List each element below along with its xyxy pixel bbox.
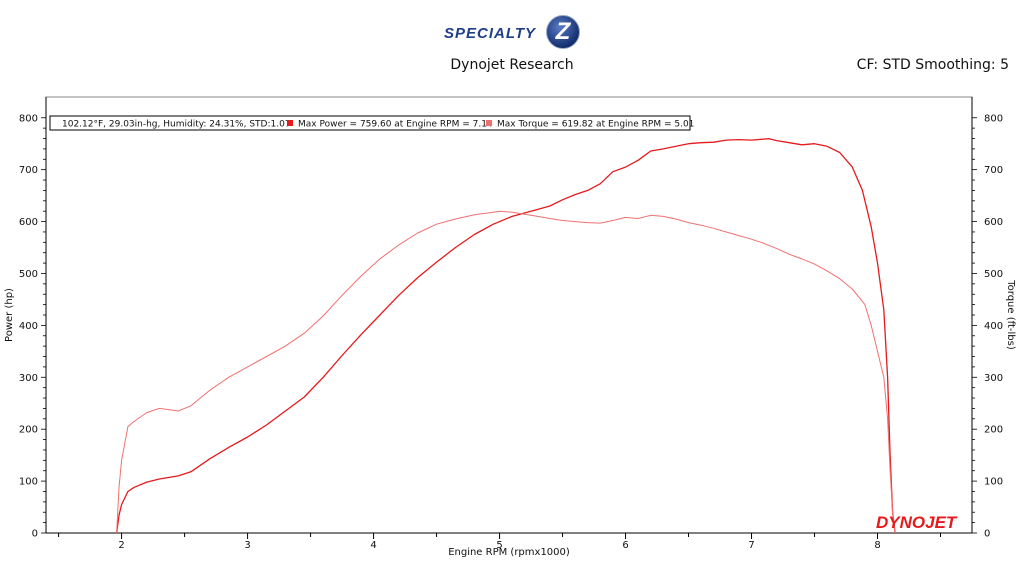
series-line-power <box>115 138 896 534</box>
plot-area <box>45 96 973 534</box>
x-tick-label: 4 <box>370 540 376 551</box>
x-axis-ticks: 2 3 4 5 6 7 8 <box>46 532 972 551</box>
legend-torque-entry: Max Torque = 619.82 at Engine RPM = 5.01 <box>497 120 694 130</box>
y-left-tick-label: 400 <box>19 321 38 332</box>
legend-swatch-torque <box>486 120 492 126</box>
x-tick-label: 6 <box>622 540 628 551</box>
legend: 102.12°F, 29.03in-hg, Humidity: 24.31%, … <box>49 115 694 131</box>
y-right-tick-label: 600 <box>984 217 1003 228</box>
dynojet-logo: DYNOJET <box>876 513 958 532</box>
specialty-z-logo: SPECIALTY Z <box>444 14 584 50</box>
y-left-tick-label: 0 <box>32 529 38 540</box>
legend-power-entry: Max Power = 759.60 at Engine RPM = 7.14 <box>298 120 493 130</box>
y-left-tick-label: 300 <box>19 373 38 384</box>
y-left-tick-label: 800 <box>19 113 38 124</box>
y-right-tick-label: 200 <box>984 425 1003 436</box>
y-right-tick-label: 100 <box>984 477 1003 488</box>
correction-factor-label: CF: STD Smoothing: 5 <box>856 57 1009 73</box>
y-left-tick-label: 600 <box>19 217 38 228</box>
y-axis-right-ticks: 0 100 200 300 400 500 600 700 800 <box>971 97 1003 540</box>
legend-box <box>49 115 691 131</box>
y-left-tick-label: 200 <box>19 425 38 436</box>
chart-subtitle: Dynojet Research <box>450 57 574 73</box>
logo-z-badge: Z <box>546 15 580 49</box>
y-right-tick-label: 400 <box>984 321 1003 332</box>
series-line-torque <box>116 210 896 534</box>
logo-text: SPECIALTY <box>444 25 537 42</box>
legend-swatch-power <box>287 120 293 126</box>
x-tick-label: 7 <box>748 540 754 551</box>
y-axis-left-label: Power (hp) <box>4 288 15 342</box>
x-tick-label: 3 <box>244 540 250 551</box>
legend-conditions: 102.12°F, 29.03in-hg, Humidity: 24.31%, … <box>62 120 291 130</box>
y-right-tick-label: 0 <box>984 529 990 540</box>
x-tick-label: 8 <box>874 540 880 551</box>
y-right-tick-label: 500 <box>984 269 1003 280</box>
y-axis-right-label: Torque (ft-lbs) <box>1005 279 1016 350</box>
y-left-tick-label: 700 <box>19 165 38 176</box>
y-right-tick-label: 300 <box>984 373 1003 384</box>
series-layer <box>115 138 896 534</box>
y-left-tick-label: 100 <box>19 477 38 488</box>
dynojet-logo-text: DYNOJET <box>876 513 958 532</box>
x-tick-label: 2 <box>118 540 124 551</box>
x-tick-label: 5 <box>496 540 502 551</box>
y-right-tick-label: 700 <box>984 165 1003 176</box>
y-right-tick-label: 800 <box>984 113 1003 124</box>
y-axis-left-ticks: 0 100 200 300 400 500 600 700 800 <box>19 97 47 540</box>
y-left-tick-label: 500 <box>19 269 38 280</box>
x-axis-label: Engine RPM (rpmx1000) <box>448 547 570 558</box>
